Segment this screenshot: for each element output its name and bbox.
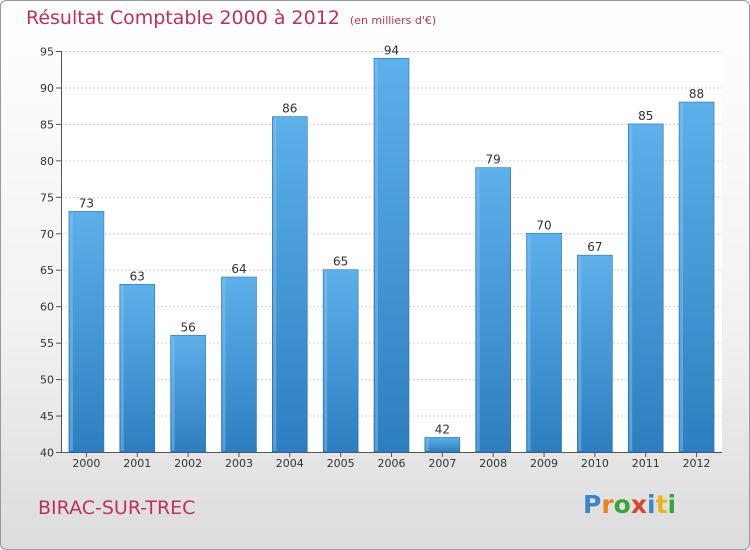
chart-unit: (en milliers d'€) [349, 14, 437, 27]
x-tick-label: 2008 [479, 457, 507, 470]
bar [424, 437, 461, 453]
proxiti-logo: Proxiti [583, 490, 676, 519]
bar-value-label: 73 [79, 196, 94, 210]
bar [170, 335, 206, 453]
bar-value-label: 94 [384, 43, 399, 57]
logo-letter: i [647, 490, 656, 519]
bar-value-label: 86 [282, 102, 297, 116]
x-tick-label: 2001 [123, 457, 151, 470]
logo-letter: x [630, 490, 647, 519]
bar [221, 276, 257, 453]
x-tick-label: 2000 [72, 457, 100, 470]
bar [627, 123, 664, 453]
bar-value-label: 67 [587, 240, 602, 254]
bar-value-label: 42 [435, 422, 450, 436]
bar-value-label: 63 [130, 269, 145, 283]
x-tick-label: 2006 [378, 457, 406, 470]
bar-highlight [629, 124, 633, 451]
bar-highlight [69, 212, 73, 451]
bar [68, 211, 105, 453]
y-tick-label: 90 [40, 82, 54, 95]
bar-value-label: 88 [689, 87, 704, 101]
bar-highlight [425, 438, 429, 451]
x-tick-label: 2009 [530, 457, 558, 470]
x-tick-label: 2003 [225, 457, 253, 470]
bar [678, 101, 715, 453]
bar-value-label: 65 [333, 255, 348, 269]
bar [272, 116, 308, 453]
x-tick-label: 2005 [327, 457, 355, 470]
x-tick-label: 2012 [683, 457, 711, 470]
chart-title: Résultat Comptable 2000 à 2012 (en millie… [26, 7, 436, 29]
bar-highlight [578, 256, 582, 451]
y-tick-label: 40 [40, 447, 54, 460]
x-tick-label: 2011 [632, 457, 660, 470]
bar-highlight [324, 270, 328, 451]
bar-highlight [476, 168, 480, 451]
y-tick-label: 70 [40, 228, 54, 241]
bar-highlight [222, 278, 226, 451]
y-tick-label: 75 [40, 191, 54, 204]
bar-highlight [120, 285, 124, 451]
bar-value-label: 70 [536, 218, 551, 232]
y-tick-label: 80 [40, 155, 54, 168]
bar [577, 254, 613, 453]
bar-highlight [527, 234, 531, 451]
bar-value-label: 64 [231, 262, 246, 276]
bar [119, 284, 156, 453]
bar [322, 269, 359, 453]
y-tick-label: 45 [40, 410, 54, 423]
bar-highlight [273, 117, 277, 452]
logo-letter: r [601, 490, 614, 519]
x-tick-label: 2007 [428, 457, 456, 470]
bar [526, 232, 562, 453]
bar [373, 57, 410, 453]
x-tick-label: 2004 [276, 457, 304, 470]
bar-value-label: 79 [486, 153, 501, 167]
x-tick-label: 2002 [174, 457, 202, 470]
logo-letter: P [583, 490, 602, 519]
logo-letter: t [655, 490, 668, 519]
y-tick-label: 55 [40, 337, 54, 350]
y-tick-label: 50 [40, 374, 54, 387]
bar-highlight [680, 103, 684, 451]
y-tick-label: 95 [40, 46, 54, 59]
y-tick-label: 85 [40, 118, 54, 131]
logo-letter: o [613, 490, 631, 519]
bar [475, 167, 511, 453]
commune-name: BIRAC-SUR-TREC [38, 497, 196, 519]
chart-title-text: Résultat Comptable 2000 à 2012 [26, 7, 340, 29]
bar-value-label: 85 [638, 109, 653, 123]
bar-highlight [171, 336, 175, 451]
bar-highlight [375, 59, 378, 452]
bar-value-label: 56 [180, 320, 195, 334]
y-tick-label: 60 [40, 301, 54, 314]
x-tick-label: 2010 [581, 457, 609, 470]
logo-letter: i [667, 490, 677, 519]
y-tick-label: 65 [40, 264, 54, 277]
